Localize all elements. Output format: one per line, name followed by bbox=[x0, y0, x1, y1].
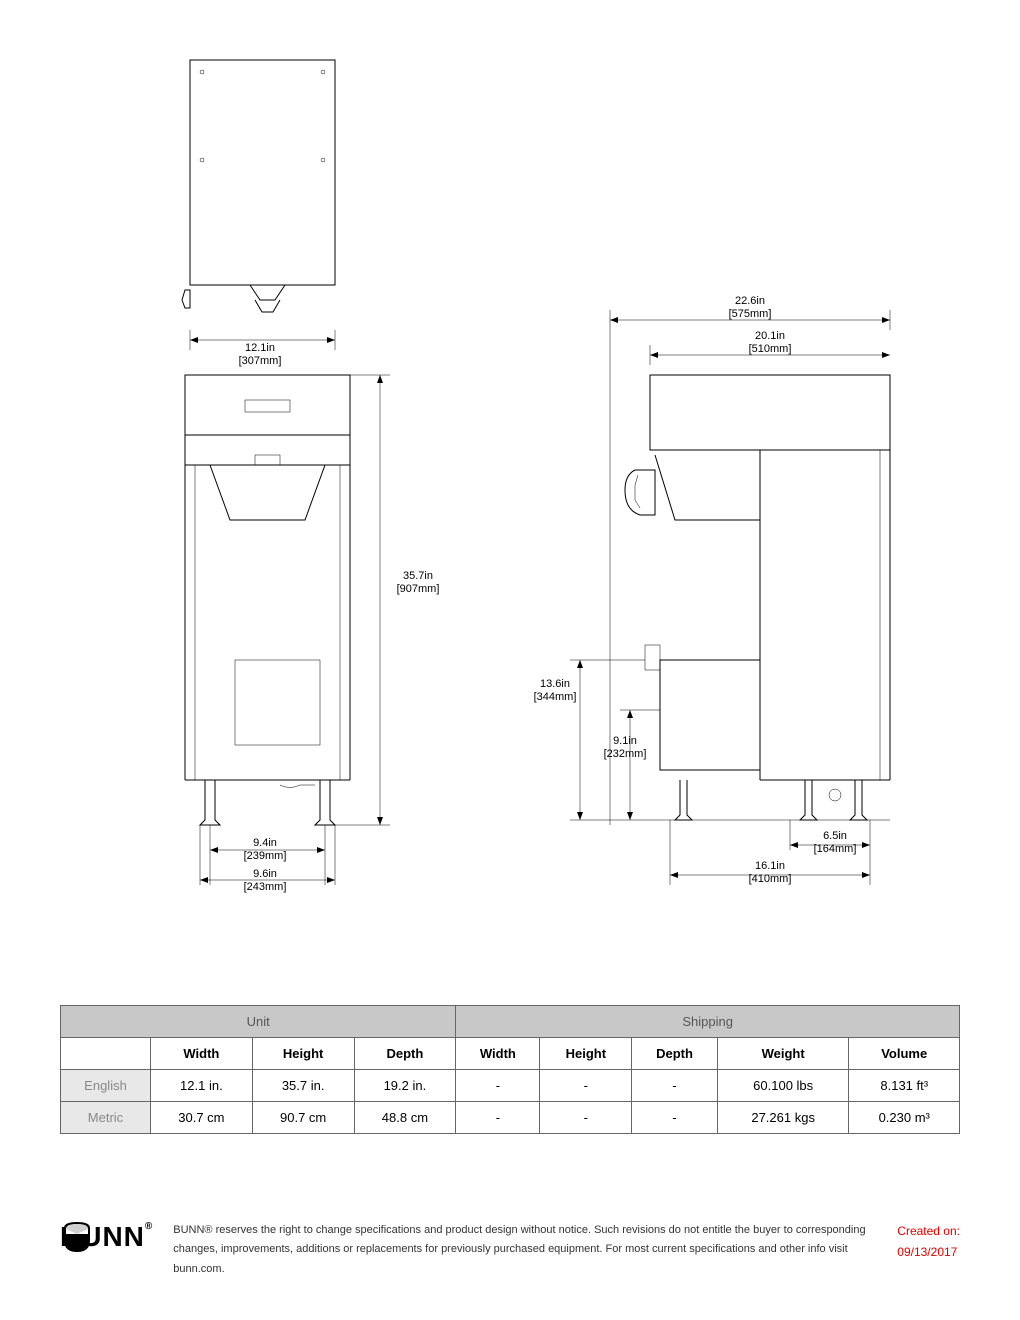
col-blank bbox=[61, 1038, 151, 1070]
col-height: Height bbox=[252, 1038, 354, 1070]
dim-side-foot-depth: 16.1in [410mm] bbox=[740, 860, 800, 886]
dim-side-overall: 22.6in [575mm] bbox=[720, 295, 780, 321]
dim-side-counter: 13.6in [344mm] bbox=[525, 678, 585, 704]
bunn-logo-icon bbox=[60, 1220, 94, 1254]
dim-front-foot-outer: 9.6in [243mm] bbox=[235, 868, 295, 894]
table-header-row: Width Height Depth Width Height Depth We… bbox=[61, 1038, 960, 1070]
specifications-table: Unit Shipping Width Height Depth Width H… bbox=[60, 1005, 960, 1134]
col-depth: Depth bbox=[354, 1038, 456, 1070]
col-ship-height: Height bbox=[540, 1038, 632, 1070]
dim-side-spout: 9.1in [232mm] bbox=[595, 735, 655, 761]
row-metric: Metric bbox=[61, 1102, 151, 1134]
col-width: Width bbox=[151, 1038, 253, 1070]
group-unit: Unit bbox=[61, 1006, 456, 1038]
brand-logo: BUNN® bbox=[60, 1221, 153, 1253]
dim-front-width: 12.1in [307mm] bbox=[230, 342, 290, 368]
technical-drawings: 12.1in [307mm] 35.7in [907mm] 9.4in [239… bbox=[60, 40, 960, 920]
dim-front-height: 35.7in [907mm] bbox=[388, 570, 448, 596]
group-shipping: Shipping bbox=[456, 1006, 960, 1038]
side-view-svg bbox=[520, 290, 940, 920]
table-group-row: Unit Shipping bbox=[61, 1006, 960, 1038]
col-ship-depth: Depth bbox=[632, 1038, 718, 1070]
col-ship-width: Width bbox=[456, 1038, 540, 1070]
dim-side-body: 20.1in [510mm] bbox=[740, 330, 800, 356]
dim-side-foot-rear: 6.5in [164mm] bbox=[805, 830, 865, 856]
disclaimer-text: BUNN® reserves the right to change speci… bbox=[173, 1221, 877, 1280]
col-volume: Volume bbox=[849, 1038, 960, 1070]
col-weight: Weight bbox=[717, 1038, 849, 1070]
table-row: English 12.1 in. 35.7 in. 19.2 in. - - -… bbox=[61, 1070, 960, 1102]
spec-sheet-page: 12.1in [307mm] 35.7in [907mm] 9.4in [239… bbox=[0, 0, 1020, 1320]
table-row: Metric 30.7 cm 90.7 cm 48.8 cm - - - 27.… bbox=[61, 1102, 960, 1134]
created-on: Created on: 09/13/2017 bbox=[897, 1221, 960, 1264]
footer: BUNN® BUNN® reserves the right to change… bbox=[60, 1221, 960, 1280]
dim-front-foot-inner: 9.4in [239mm] bbox=[235, 837, 295, 863]
row-english: English bbox=[61, 1070, 151, 1102]
front-view-svg bbox=[130, 40, 430, 920]
